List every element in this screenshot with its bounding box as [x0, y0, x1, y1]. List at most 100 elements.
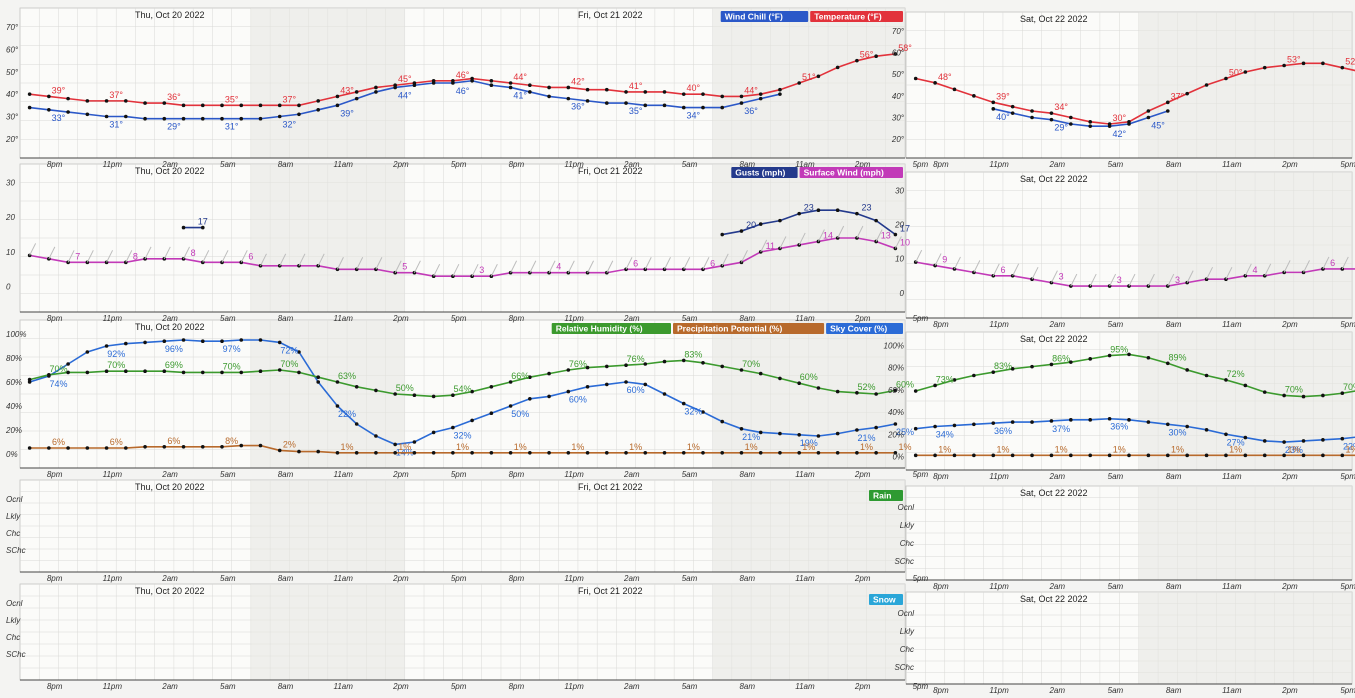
humidity-point — [316, 375, 321, 380]
x-tick-label: 11am — [334, 574, 354, 583]
surface-wind-point — [991, 273, 996, 278]
precip-potential-point — [681, 451, 686, 455]
gusts-point — [739, 229, 744, 233]
wind-barb — [702, 257, 710, 270]
wind-chill-point — [431, 81, 436, 85]
y-tick-label: 80% — [888, 364, 904, 373]
temperature-data-label: 30° — [1112, 113, 1126, 123]
x-tick-label: 11am — [795, 470, 815, 479]
humidity-point — [662, 359, 667, 364]
humidity-data-label: 70% — [280, 359, 298, 369]
sky-cover-point — [258, 338, 263, 342]
sky-cover-point — [162, 339, 167, 344]
surface-wind-data-label: 10 — [900, 237, 910, 247]
y-tick-label: 60% — [6, 378, 22, 387]
sky-cover-line — [29, 339, 896, 446]
precip-potential-data-label: 1% — [898, 442, 911, 452]
temperature-data-label: 35° — [225, 94, 239, 104]
sky-cover-data-label: 25% — [896, 427, 914, 437]
x-tick-label: 2am — [161, 314, 178, 323]
precip-potential-point — [412, 451, 417, 455]
wind-chill-legend-label: Wind Chill (°F) — [725, 12, 783, 22]
wind-barb — [934, 253, 942, 266]
y-tick-label: 20% — [887, 430, 904, 439]
temperature-point — [952, 87, 957, 92]
daytime-shade — [250, 164, 405, 312]
wind-chill-point — [162, 116, 167, 121]
x-tick-label: 2pm — [854, 160, 871, 169]
snow-level-label: Lkly — [6, 616, 21, 625]
sky-cover-data-label: 50% — [511, 409, 529, 419]
wind-barb — [413, 260, 421, 273]
precip-potential-data-label: 1% — [1229, 444, 1242, 454]
humidity-point — [1165, 361, 1170, 366]
surface-wind-point — [451, 274, 455, 279]
wind-chill-point — [778, 92, 782, 96]
surface-wind-point — [604, 270, 609, 275]
sky-cover-data-label: 34% — [936, 430, 954, 440]
x-tick-label: 8am — [739, 160, 755, 169]
wind-chill-data-label: 36° — [744, 106, 758, 116]
surface-wind-data-label: 9 — [942, 255, 947, 265]
x-tick-label: 5pm — [1340, 320, 1355, 329]
wind-barb — [471, 263, 479, 277]
temperature-point — [354, 90, 359, 94]
x-tick-label: 2am — [161, 574, 178, 583]
wind-barb — [1244, 263, 1252, 277]
humidity-point — [1243, 383, 1248, 388]
x-tick-label: 8pm — [933, 686, 949, 695]
date-header: Thu, Oct 20 2022 — [135, 166, 205, 176]
precip-potential-point — [27, 446, 32, 450]
surface-wind-point — [470, 274, 474, 279]
x-tick-label: 8pm — [509, 574, 525, 583]
precip-potential-data-label: 1% — [629, 442, 642, 452]
y-tick-label: 40% — [888, 408, 904, 417]
x-tick-label: 2pm — [392, 160, 409, 169]
date-header: Fri, Oct 21 2022 — [578, 586, 643, 596]
sky-cover-point — [1107, 416, 1112, 421]
wind-barb — [240, 250, 248, 263]
surface-wind-point — [316, 263, 321, 268]
rain-legend-label: Rain — [873, 491, 891, 501]
sky-cover-point — [354, 422, 359, 426]
precip-potential-point — [1282, 453, 1286, 458]
precip-potential-point — [316, 449, 321, 454]
x-tick-label: 11pm — [989, 686, 1009, 695]
surface-wind-point — [1282, 270, 1286, 275]
humidity-point — [1127, 352, 1131, 357]
humidity-point — [104, 369, 109, 374]
precip-potential-point — [893, 451, 898, 455]
humidity-point — [1088, 357, 1093, 361]
sky-cover-point — [1321, 438, 1325, 442]
sky-cover-point — [412, 440, 417, 444]
sky-cover-legend-label: Sky Cover (%) — [830, 324, 887, 334]
sky-cover-point — [124, 341, 128, 346]
x-tick-label: 8am — [739, 574, 755, 583]
x-tick-label: 11am — [1222, 472, 1242, 481]
humidity-point — [431, 394, 436, 399]
wind-barb — [529, 260, 537, 273]
wind-barb — [644, 257, 652, 270]
x-tick-label: 8pm — [509, 682, 525, 691]
surface-wind-point — [277, 263, 282, 268]
humidity-point — [1262, 390, 1267, 394]
wind-barb — [356, 257, 364, 270]
humidity-point — [297, 370, 301, 375]
wind-barb — [1070, 273, 1078, 287]
temperature-point — [124, 99, 128, 103]
wind-chill-point — [85, 112, 90, 117]
surface-wind-point — [1010, 273, 1015, 278]
temperature-point — [297, 103, 301, 108]
wind-barb — [279, 253, 287, 267]
temperature-point — [104, 99, 109, 103]
rain-level-label: Chc — [6, 529, 20, 538]
temperature-point — [335, 94, 340, 99]
x-tick-label: 2am — [623, 314, 640, 323]
sky-cover-point — [681, 401, 686, 406]
snow-level-label: Chc — [6, 633, 20, 642]
x-tick-label: 2am — [1048, 160, 1065, 169]
precip-potential-point — [1204, 453, 1209, 458]
humidity-point — [874, 392, 878, 396]
temperature-point — [816, 74, 821, 79]
humidity-point — [451, 393, 455, 398]
